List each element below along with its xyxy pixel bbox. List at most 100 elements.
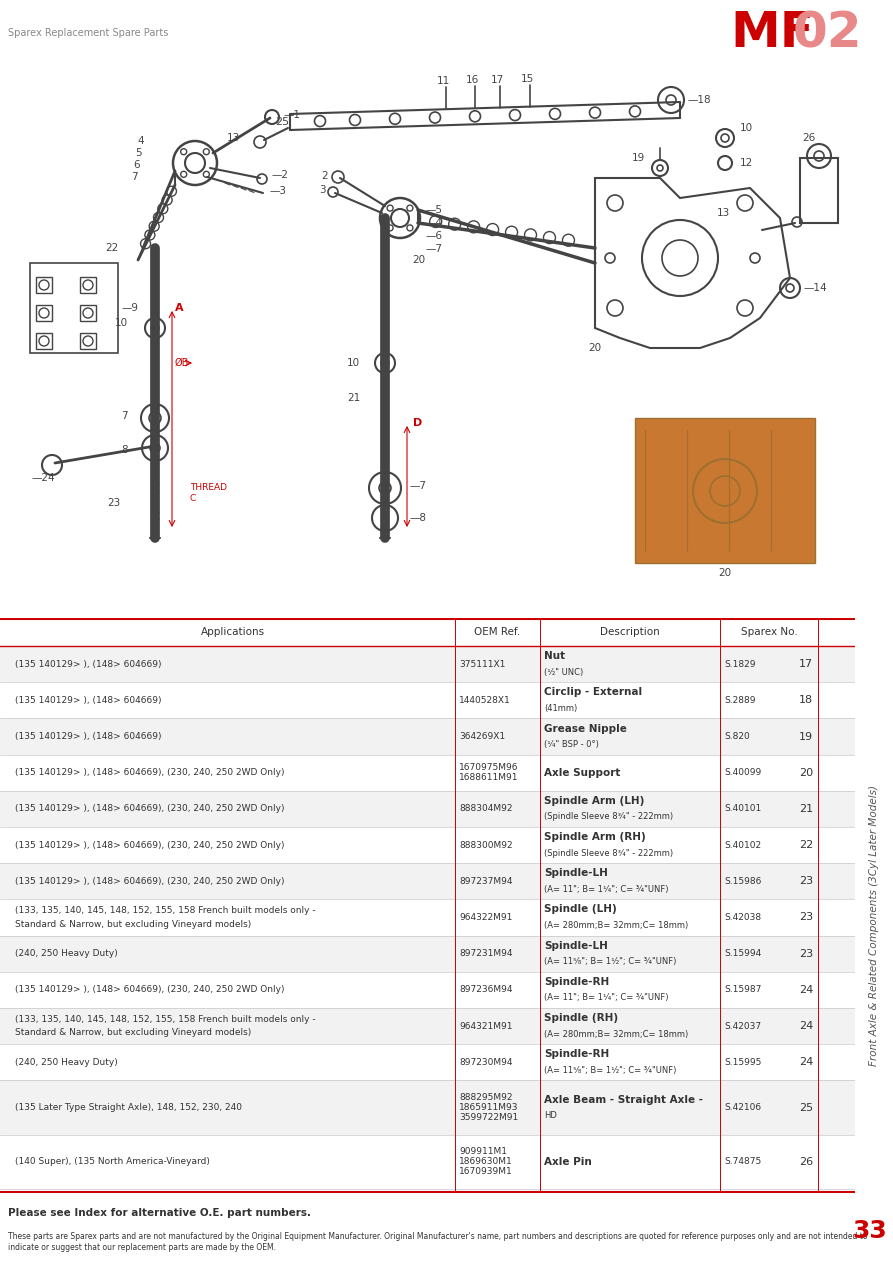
Text: 13: 13 xyxy=(227,133,240,143)
Text: 897237M94: 897237M94 xyxy=(459,877,513,885)
Text: 33: 33 xyxy=(853,1220,888,1244)
Text: 20: 20 xyxy=(799,768,813,778)
Text: 1688611M91: 1688611M91 xyxy=(459,773,519,782)
Text: 19: 19 xyxy=(631,153,645,163)
Text: (135 140129> ), (148> 604669): (135 140129> ), (148> 604669) xyxy=(15,659,162,668)
Text: 888304M92: 888304M92 xyxy=(459,805,513,813)
Text: 964322M91: 964322M91 xyxy=(459,913,513,922)
Text: —24: —24 xyxy=(32,474,55,482)
Text: 1440528X1: 1440528X1 xyxy=(459,696,511,705)
Text: Spindle-LH: Spindle-LH xyxy=(544,941,608,951)
Text: MF: MF xyxy=(730,9,814,57)
Text: —4: —4 xyxy=(425,218,442,229)
Text: 11: 11 xyxy=(437,76,449,86)
Text: —14: —14 xyxy=(803,283,827,293)
Text: 19: 19 xyxy=(799,731,813,741)
Text: 4: 4 xyxy=(137,136,144,147)
Text: (Spindle Sleeve 8³⁄₄" - 222mm): (Spindle Sleeve 8³⁄₄" - 222mm) xyxy=(544,849,673,858)
Bar xyxy=(0,682,855,719)
Text: 3: 3 xyxy=(320,184,326,195)
Text: 20: 20 xyxy=(412,255,425,265)
Text: 888295M92: 888295M92 xyxy=(459,1092,513,1103)
Text: Circlip - External: Circlip - External xyxy=(544,687,642,697)
Text: Grease Nipple: Grease Nipple xyxy=(544,724,627,734)
Text: —7: —7 xyxy=(410,481,427,491)
Bar xyxy=(36,304,52,321)
Text: S.820: S.820 xyxy=(724,733,750,741)
Bar xyxy=(0,936,855,971)
Text: S.40102: S.40102 xyxy=(724,841,761,850)
Text: (135 140129> ), (148> 604669), (230, 240, 250 2WD Only): (135 140129> ), (148> 604669), (230, 240… xyxy=(15,985,285,994)
Text: Spindle Arm (LH): Spindle Arm (LH) xyxy=(544,796,645,806)
Text: 17: 17 xyxy=(799,659,813,669)
Text: Axle Beam - Straight Axle -: Axle Beam - Straight Axle - xyxy=(544,1095,703,1105)
Text: S.74875: S.74875 xyxy=(724,1157,761,1166)
Text: Axle Support: Axle Support xyxy=(544,768,621,778)
Text: S.1829: S.1829 xyxy=(724,659,755,668)
Text: 1670939M1: 1670939M1 xyxy=(459,1167,513,1176)
Text: Description: Description xyxy=(600,626,660,637)
Text: (¹⁄₄" BSP - 0°): (¹⁄₄" BSP - 0°) xyxy=(544,740,599,749)
Text: Please see Index for alternative O.E. part numbers.: Please see Index for alternative O.E. pa… xyxy=(8,1207,311,1218)
Bar xyxy=(0,1080,855,1134)
Text: 23: 23 xyxy=(107,498,120,508)
Text: S.42106: S.42106 xyxy=(724,1103,761,1111)
Text: S.42037: S.42037 xyxy=(724,1022,761,1031)
Text: S.15995: S.15995 xyxy=(724,1058,762,1067)
Text: 25: 25 xyxy=(275,117,289,128)
Bar xyxy=(0,1045,855,1080)
Text: 5: 5 xyxy=(135,148,142,158)
Text: (A= 280mm;B= 32mm;C= 18mm): (A= 280mm;B= 32mm;C= 18mm) xyxy=(544,921,689,930)
Text: Spindle Arm (RH): Spindle Arm (RH) xyxy=(544,832,646,842)
Text: 25: 25 xyxy=(799,1103,813,1113)
Text: S.15987: S.15987 xyxy=(724,985,762,994)
Text: 23: 23 xyxy=(799,877,813,887)
Bar xyxy=(0,754,855,791)
Text: Spindle-RH: Spindle-RH xyxy=(544,1050,609,1060)
Text: 8: 8 xyxy=(121,445,128,455)
Text: 1869630M1: 1869630M1 xyxy=(459,1157,513,1166)
Text: Applications: Applications xyxy=(201,626,265,637)
Text: (A= 11⁵⁄₈"; B= 1¹⁄₂"; C= ¾"UNF): (A= 11⁵⁄₈"; B= 1¹⁄₂"; C= ¾"UNF) xyxy=(544,957,676,966)
Text: Spindle-LH: Spindle-LH xyxy=(544,868,608,878)
Bar xyxy=(0,719,855,754)
Text: 22: 22 xyxy=(104,242,118,253)
Text: (240, 250 Heavy Duty): (240, 250 Heavy Duty) xyxy=(15,1058,118,1067)
Text: (240, 250 Heavy Duty): (240, 250 Heavy Duty) xyxy=(15,950,118,959)
Text: —5: —5 xyxy=(425,205,442,215)
Text: 10: 10 xyxy=(346,357,360,368)
Text: 888300M92: 888300M92 xyxy=(459,841,513,850)
Text: —6: —6 xyxy=(425,231,442,241)
Text: 7: 7 xyxy=(131,172,138,182)
Text: A: A xyxy=(175,303,184,313)
Text: (¹⁄₂" UNC): (¹⁄₂" UNC) xyxy=(544,668,583,677)
Text: Spindle-RH: Spindle-RH xyxy=(544,976,609,986)
Text: 897236M94: 897236M94 xyxy=(459,985,513,994)
Text: —2: —2 xyxy=(271,171,288,181)
Text: Axle Pin: Axle Pin xyxy=(544,1157,592,1167)
Text: These parts are Sparex parts and are not manufactured by the Original Equipment : These parts are Sparex parts and are not… xyxy=(8,1233,867,1252)
Text: (135 140129> ), (148> 604669), (230, 240, 250 2WD Only): (135 140129> ), (148> 604669), (230, 240… xyxy=(15,877,285,885)
Text: (135 140129> ), (148> 604669): (135 140129> ), (148> 604669) xyxy=(15,733,162,741)
Text: Nut: Nut xyxy=(544,652,565,661)
Text: (Spindle Sleeve 8³⁄₄" - 222mm): (Spindle Sleeve 8³⁄₄" - 222mm) xyxy=(544,812,673,821)
FancyBboxPatch shape xyxy=(635,418,815,563)
Text: (140 Super), (135 North America-Vineyard): (140 Super), (135 North America-Vineyard… xyxy=(15,1157,210,1166)
Text: Sparex No.: Sparex No. xyxy=(740,626,797,637)
Text: ØB: ØB xyxy=(175,357,189,368)
Text: —1: —1 xyxy=(283,110,300,120)
Text: 02: 02 xyxy=(793,9,863,57)
Text: (A= 280mm;B= 32mm;C= 18mm): (A= 280mm;B= 32mm;C= 18mm) xyxy=(544,1029,689,1038)
Text: 6: 6 xyxy=(133,160,139,171)
Text: 24: 24 xyxy=(798,1057,813,1067)
Text: 24: 24 xyxy=(798,985,813,995)
Text: Sparex Replacement Spare Parts: Sparex Replacement Spare Parts xyxy=(8,28,169,38)
Text: (A= 11"; B= 1¹⁄₄"; C= ¾"UNF): (A= 11"; B= 1¹⁄₄"; C= ¾"UNF) xyxy=(544,885,669,894)
Text: —3: —3 xyxy=(270,186,287,196)
Text: —7: —7 xyxy=(425,244,442,254)
Text: 21: 21 xyxy=(346,393,360,403)
Text: 21: 21 xyxy=(799,805,813,813)
Text: 26: 26 xyxy=(799,1157,813,1167)
Text: 23: 23 xyxy=(799,912,813,922)
Text: 24: 24 xyxy=(798,1021,813,1031)
